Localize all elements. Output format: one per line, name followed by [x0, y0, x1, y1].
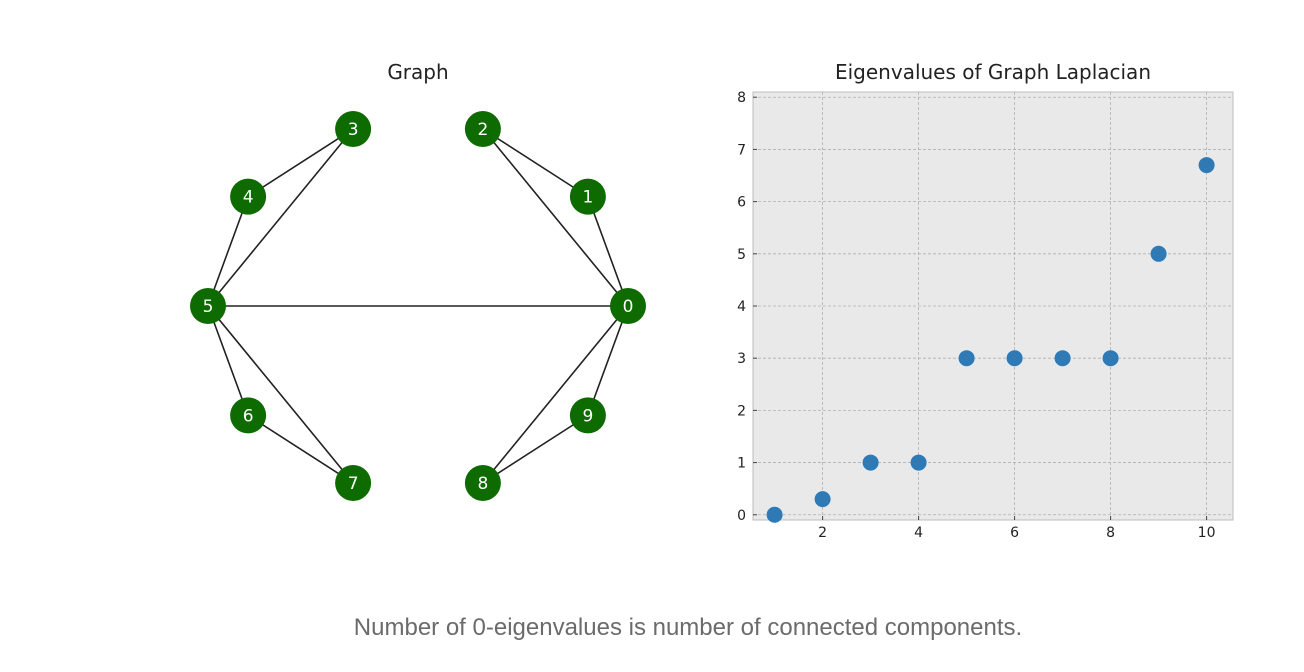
graph-node-circle	[335, 464, 372, 501]
graph-node-label: 3	[348, 120, 359, 140]
graph-node-5: 5	[190, 288, 226, 324]
graph-node-4: 4	[230, 178, 267, 215]
data-point-5	[958, 350, 975, 367]
graph-edge-3-4	[247, 128, 354, 198]
graph-edge-5-4	[207, 196, 249, 307]
graph-node-label: 5	[203, 297, 214, 317]
graph-node-circle	[610, 288, 646, 324]
y-tick-label: 1	[737, 456, 746, 472]
graph-edges	[207, 128, 629, 484]
graph-edge-0-8	[482, 305, 629, 484]
graph-node-circle	[569, 397, 606, 434]
graph-node-0: 0	[610, 288, 646, 324]
graph-nodes: 0 1 2 3 4 5 6 7 8 9	[190, 111, 646, 501]
y-tick-label: 8	[737, 90, 746, 106]
x-tick-label: 4	[914, 525, 923, 541]
graph-node-label: 7	[348, 474, 359, 494]
graph-edge-0-1	[587, 196, 629, 307]
graph-node-circle	[230, 397, 267, 434]
graph-node-1: 1	[569, 178, 606, 215]
graph-node-6: 6	[230, 397, 267, 434]
x-tick-label: 8	[1106, 525, 1115, 541]
graph-node-9: 9	[569, 397, 606, 434]
graph-node-circle	[230, 178, 267, 215]
graph-edge-8-9	[482, 414, 589, 484]
data-point-6	[1006, 350, 1023, 367]
y-tick-label: 0	[737, 508, 746, 524]
graph-title: Graph	[387, 60, 449, 84]
graph-node-label: 9	[582, 406, 593, 426]
graph-node-3: 3	[335, 111, 372, 148]
graph-node-label: 2	[477, 120, 488, 140]
data-point-10	[1198, 157, 1215, 174]
data-point-4	[910, 454, 927, 471]
axis-ticks: 2 4 6 8 10 0 1 2 3 4 5 6 7 8	[737, 90, 1215, 541]
graph-node-circle	[464, 464, 501, 501]
y-tick-label: 5	[737, 247, 746, 263]
graph-node-circle	[190, 288, 226, 324]
graph-node-7: 7	[335, 464, 372, 501]
graph-node-circle	[335, 111, 372, 148]
graph-edge-0-2	[482, 128, 629, 307]
y-tick-label: 2	[737, 403, 746, 419]
x-tick-label: 10	[1198, 525, 1216, 541]
x-tick-label: 6	[1010, 525, 1019, 541]
figure-caption: Number of 0-eigenvalues is number of con…	[353, 614, 1023, 641]
y-tick-label: 7	[737, 142, 746, 158]
data-point-2	[814, 491, 831, 508]
chart-title: Eigenvalues of Graph Laplacian	[834, 60, 1151, 84]
y-tick-label: 3	[737, 351, 746, 367]
graph-node-2: 2	[464, 111, 501, 148]
x-tick-label: 2	[818, 525, 827, 541]
data-point-3	[862, 454, 879, 471]
y-tick-label: 6	[737, 195, 746, 211]
graph-node-circle	[464, 111, 501, 148]
graph-node-8: 8	[464, 464, 501, 501]
data-point-7	[1054, 350, 1071, 367]
data-point-9	[1150, 245, 1167, 262]
grid-lines	[753, 92, 1233, 520]
graph-node-label: 4	[243, 188, 254, 208]
graph-node-label: 8	[477, 474, 488, 494]
graph-edge-5-6	[207, 305, 249, 416]
graph-node-label: 1	[582, 188, 593, 208]
graph-node-label: 6	[243, 406, 254, 426]
graph-edge-1-2	[482, 128, 589, 198]
data-point-8	[1102, 350, 1119, 367]
graph-edge-0-9	[587, 305, 629, 416]
graph-edge-5-3	[207, 128, 354, 307]
data-points	[766, 157, 1215, 523]
y-tick-label: 4	[737, 299, 746, 315]
graph-edge-5-7	[207, 305, 354, 484]
data-point-1	[766, 506, 783, 523]
graph-node-circle	[569, 178, 606, 215]
graph-node-label: 0	[623, 297, 634, 317]
graph-edge-6-7	[247, 414, 354, 484]
